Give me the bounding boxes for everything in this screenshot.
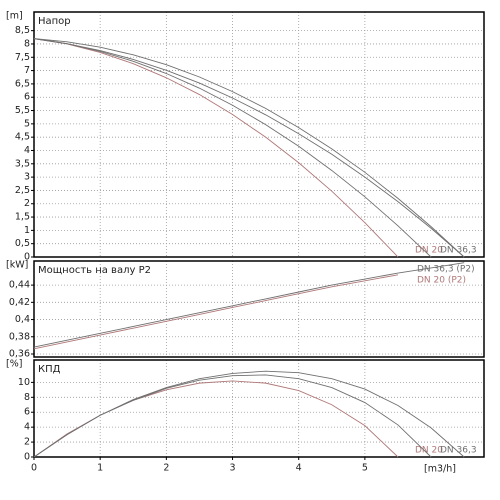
y-tick-label: 0,42 bbox=[9, 297, 30, 308]
series-label: DN 36,3 bbox=[440, 446, 477, 456]
x-tick-label: 2 bbox=[163, 463, 169, 474]
x-tick-label: 1 bbox=[97, 463, 103, 474]
y-tick-label: 0,36 bbox=[9, 348, 30, 359]
x-tick-label: 0 bbox=[31, 463, 37, 474]
y-tick-label: 5 bbox=[24, 118, 30, 129]
y-tick-label: 4,5 bbox=[15, 132, 30, 143]
panel-frame bbox=[33, 11, 485, 258]
y-tick-label: 0,44 bbox=[9, 280, 30, 291]
panel-frame bbox=[33, 260, 485, 358]
y-axis-unit: [kW] bbox=[6, 260, 28, 271]
series-line bbox=[33, 370, 465, 458]
y-tick-label: 0 bbox=[24, 452, 30, 463]
panel-title: Мощность на валу P2 bbox=[38, 265, 151, 276]
y-tick-label: 0,5 bbox=[15, 238, 30, 249]
series-line bbox=[33, 38, 399, 258]
series-line bbox=[33, 380, 399, 458]
y-axis-unit: [m] bbox=[6, 11, 23, 22]
series-line bbox=[33, 38, 465, 258]
y-tick-label: 4 bbox=[24, 145, 30, 156]
y-tick-label: 3 bbox=[24, 172, 30, 183]
panel-title: Напор bbox=[38, 16, 71, 27]
y-tick-label: 1 bbox=[24, 225, 30, 236]
x-tick-label: 5 bbox=[362, 463, 368, 474]
y-axis-unit: [%] bbox=[6, 359, 22, 370]
series-label: DN 20 (P2) bbox=[417, 276, 466, 286]
series-label: DN 36,3 bbox=[440, 246, 477, 256]
y-tick-label: 2,5 bbox=[15, 185, 30, 196]
y-tick-label: 4 bbox=[24, 422, 30, 433]
y-tick-label: 7,5 bbox=[15, 52, 30, 63]
y-tick-label: 7 bbox=[24, 65, 30, 76]
y-tick-label: 1,5 bbox=[15, 212, 30, 223]
x-tick-label: 3 bbox=[230, 463, 236, 474]
y-tick-label: 5,5 bbox=[15, 105, 30, 116]
x-axis-label: [m3/h] bbox=[424, 464, 456, 475]
series-label: DN 20 bbox=[415, 246, 443, 256]
series-line bbox=[33, 38, 465, 258]
series-line bbox=[33, 38, 432, 258]
x-tick-label: 4 bbox=[296, 463, 302, 474]
y-tick-label: 6 bbox=[24, 92, 30, 103]
y-tick-label: 0,38 bbox=[9, 331, 30, 342]
y-tick-label: 0 bbox=[24, 252, 30, 263]
y-tick-label: 10 bbox=[18, 377, 30, 388]
series-label: DN 36,3 (P2) bbox=[417, 265, 475, 275]
y-tick-label: 6 bbox=[24, 407, 30, 418]
y-tick-label: 0,4 bbox=[15, 314, 30, 325]
y-tick-label: 8,5 bbox=[15, 25, 30, 36]
series-line bbox=[33, 274, 399, 350]
series-label: DN 20 bbox=[415, 446, 443, 456]
y-tick-label: 6,5 bbox=[15, 78, 30, 89]
y-tick-label: 3,5 bbox=[15, 158, 30, 169]
y-tick-label: 8 bbox=[24, 38, 30, 49]
panel-frame bbox=[33, 359, 485, 458]
panel-title: КПД bbox=[38, 364, 61, 375]
y-tick-label: 8 bbox=[24, 392, 30, 403]
y-tick-label: 2 bbox=[24, 198, 30, 209]
series-line bbox=[33, 262, 465, 348]
y-tick-label: 2 bbox=[24, 437, 30, 448]
